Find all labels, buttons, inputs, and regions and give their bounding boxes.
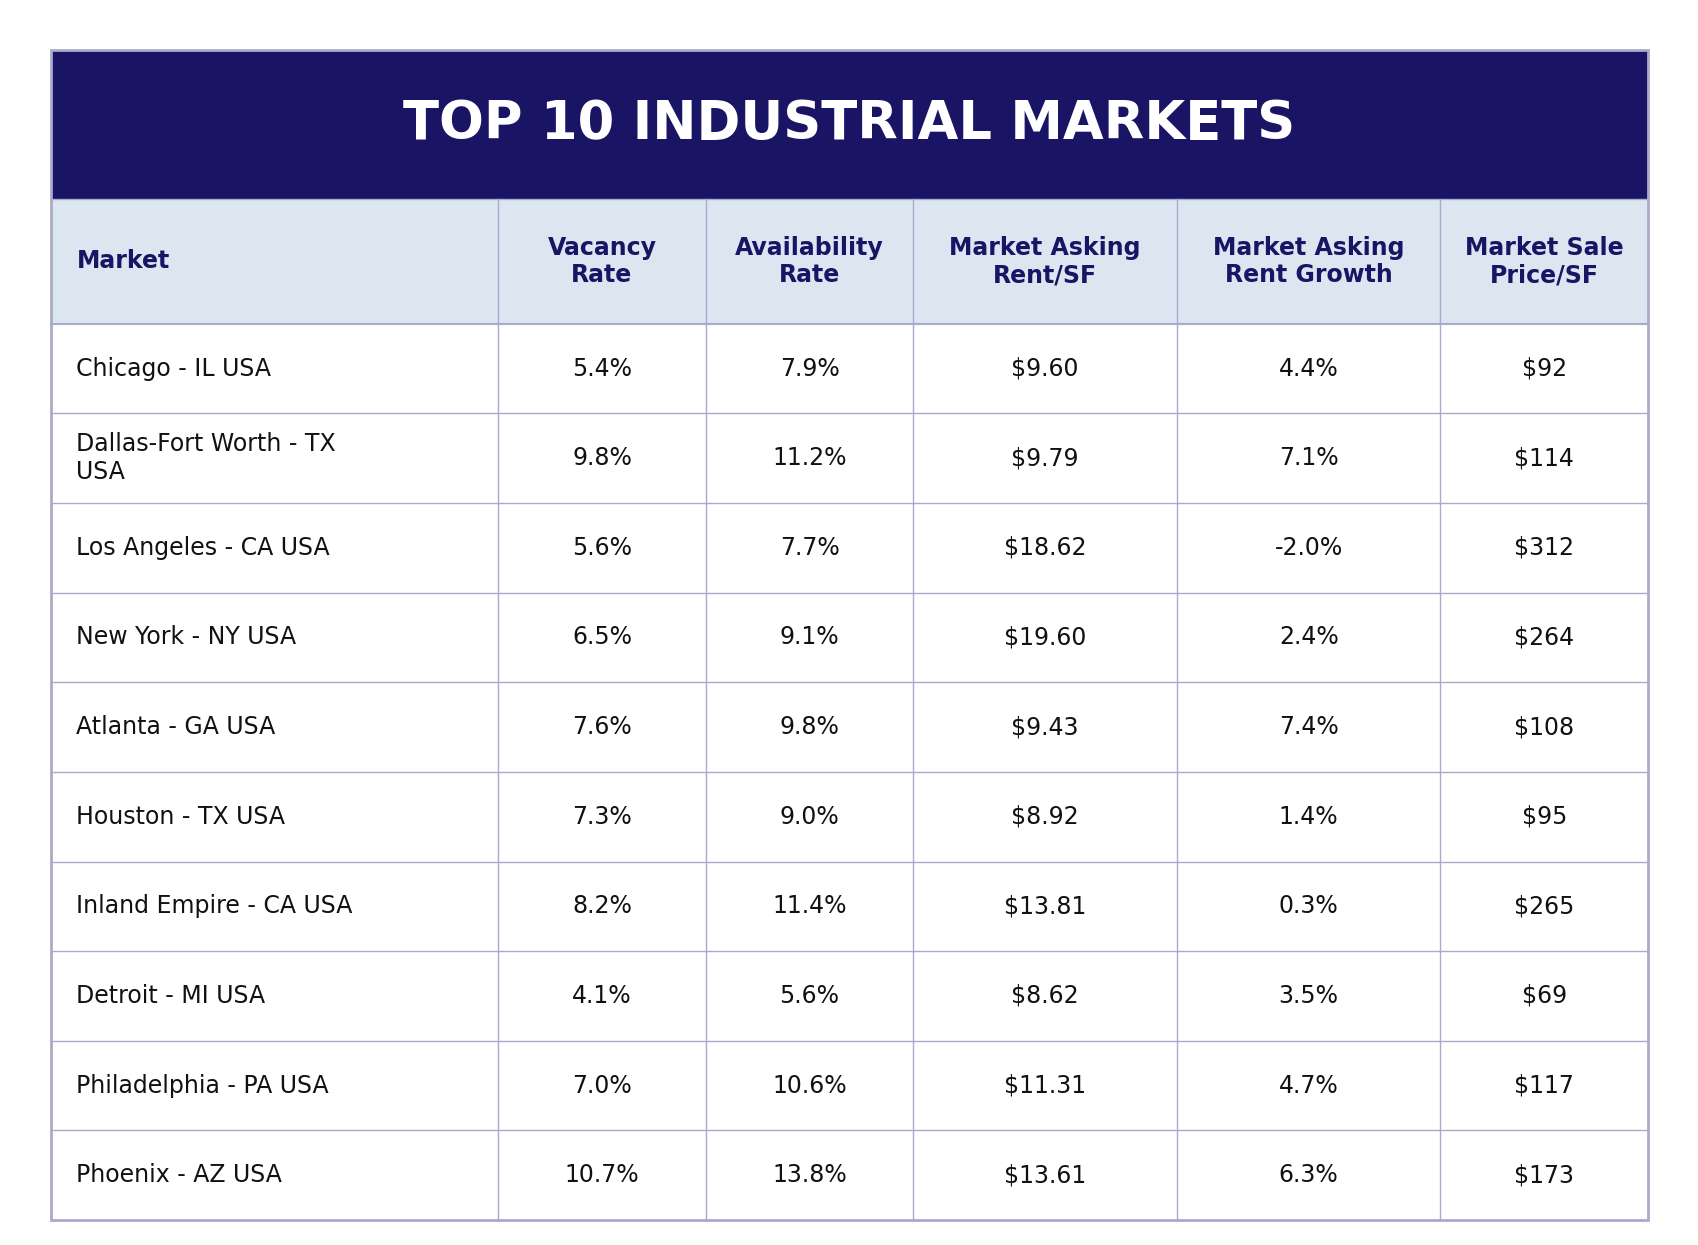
Text: $9.79: $9.79 (1010, 446, 1078, 471)
Text: 7.6%: 7.6% (572, 715, 632, 740)
Text: 0.3%: 0.3% (1279, 894, 1338, 919)
Text: 9.8%: 9.8% (572, 446, 632, 471)
Text: 9.8%: 9.8% (779, 715, 839, 740)
Text: 5.4%: 5.4% (572, 356, 632, 381)
Text: $265: $265 (1513, 894, 1574, 919)
Text: $92: $92 (1521, 356, 1566, 381)
Text: $117: $117 (1513, 1073, 1574, 1098)
Text: Atlanta - GA USA: Atlanta - GA USA (76, 715, 275, 740)
Text: New York - NY USA: New York - NY USA (76, 625, 297, 650)
FancyBboxPatch shape (51, 1041, 1647, 1130)
Text: 6.3%: 6.3% (1279, 1163, 1338, 1188)
Text: TOP 10 INDUSTRIAL MARKETS: TOP 10 INDUSTRIAL MARKETS (402, 98, 1296, 151)
Text: 5.6%: 5.6% (572, 535, 632, 560)
Text: 2.4%: 2.4% (1279, 625, 1338, 650)
Text: 10.6%: 10.6% (773, 1073, 846, 1098)
Text: 10.7%: 10.7% (564, 1163, 638, 1188)
Text: Philadelphia - PA USA: Philadelphia - PA USA (76, 1073, 329, 1098)
Text: Market Sale
Price/SF: Market Sale Price/SF (1464, 235, 1623, 288)
Text: 7.3%: 7.3% (572, 804, 632, 829)
Text: Dallas-Fort Worth - TX
USA: Dallas-Fort Worth - TX USA (76, 432, 336, 484)
Text: Los Angeles - CA USA: Los Angeles - CA USA (76, 535, 329, 560)
Text: Detroit - MI USA: Detroit - MI USA (76, 984, 265, 1008)
Text: $8.62: $8.62 (1010, 984, 1078, 1008)
Text: Phoenix - AZ USA: Phoenix - AZ USA (76, 1163, 282, 1188)
Text: $13.81: $13.81 (1004, 894, 1085, 919)
Text: -2.0%: -2.0% (1274, 535, 1341, 560)
Text: Availability
Rate: Availability Rate (735, 235, 883, 288)
Text: $8.92: $8.92 (1010, 804, 1078, 829)
Text: 9.1%: 9.1% (779, 625, 839, 650)
Text: 8.2%: 8.2% (572, 894, 632, 919)
Text: 7.1%: 7.1% (1279, 446, 1338, 471)
Text: 11.2%: 11.2% (773, 446, 846, 471)
Text: 11.4%: 11.4% (773, 894, 846, 919)
Text: Market Asking
Rent/SF: Market Asking Rent/SF (949, 235, 1141, 288)
Text: 7.7%: 7.7% (779, 535, 839, 560)
FancyBboxPatch shape (51, 951, 1647, 1041)
Text: 13.8%: 13.8% (773, 1163, 846, 1188)
Text: $114: $114 (1513, 446, 1574, 471)
Text: Vacancy
Rate: Vacancy Rate (547, 235, 655, 288)
FancyBboxPatch shape (51, 324, 1647, 413)
Text: $11.31: $11.31 (1004, 1073, 1085, 1098)
FancyBboxPatch shape (51, 593, 1647, 682)
Text: $69: $69 (1521, 984, 1566, 1008)
Text: $18.62: $18.62 (1004, 535, 1085, 560)
Text: $264: $264 (1513, 625, 1574, 650)
Text: 3.5%: 3.5% (1279, 984, 1338, 1008)
Text: 4.4%: 4.4% (1279, 356, 1338, 381)
Text: 7.0%: 7.0% (572, 1073, 632, 1098)
Text: 7.4%: 7.4% (1279, 715, 1338, 740)
Text: Market: Market (76, 249, 170, 274)
Text: 6.5%: 6.5% (572, 625, 632, 650)
FancyBboxPatch shape (51, 862, 1647, 951)
FancyBboxPatch shape (51, 772, 1647, 862)
Text: 5.6%: 5.6% (779, 984, 839, 1008)
Text: $9.43: $9.43 (1010, 715, 1078, 740)
Text: $108: $108 (1513, 715, 1574, 740)
Text: 1.4%: 1.4% (1279, 804, 1338, 829)
Text: $13.61: $13.61 (1004, 1163, 1085, 1188)
Text: Chicago - IL USA: Chicago - IL USA (76, 356, 272, 381)
Text: 7.9%: 7.9% (779, 356, 839, 381)
FancyBboxPatch shape (51, 1130, 1647, 1220)
FancyBboxPatch shape (51, 50, 1647, 199)
Text: 4.7%: 4.7% (1279, 1073, 1338, 1098)
Text: $9.60: $9.60 (1010, 356, 1078, 381)
Text: $312: $312 (1513, 535, 1574, 560)
Text: $19.60: $19.60 (1004, 625, 1085, 650)
FancyBboxPatch shape (51, 682, 1647, 772)
Text: $173: $173 (1513, 1163, 1574, 1188)
Text: Houston - TX USA: Houston - TX USA (76, 804, 285, 829)
FancyBboxPatch shape (51, 199, 1647, 324)
Text: 9.0%: 9.0% (779, 804, 839, 829)
Text: Market Asking
Rent Growth: Market Asking Rent Growth (1212, 235, 1404, 288)
Text: Inland Empire - CA USA: Inland Empire - CA USA (76, 894, 353, 919)
FancyBboxPatch shape (51, 413, 1647, 503)
FancyBboxPatch shape (51, 503, 1647, 593)
Text: 4.1%: 4.1% (572, 984, 632, 1008)
Text: $95: $95 (1521, 804, 1566, 829)
